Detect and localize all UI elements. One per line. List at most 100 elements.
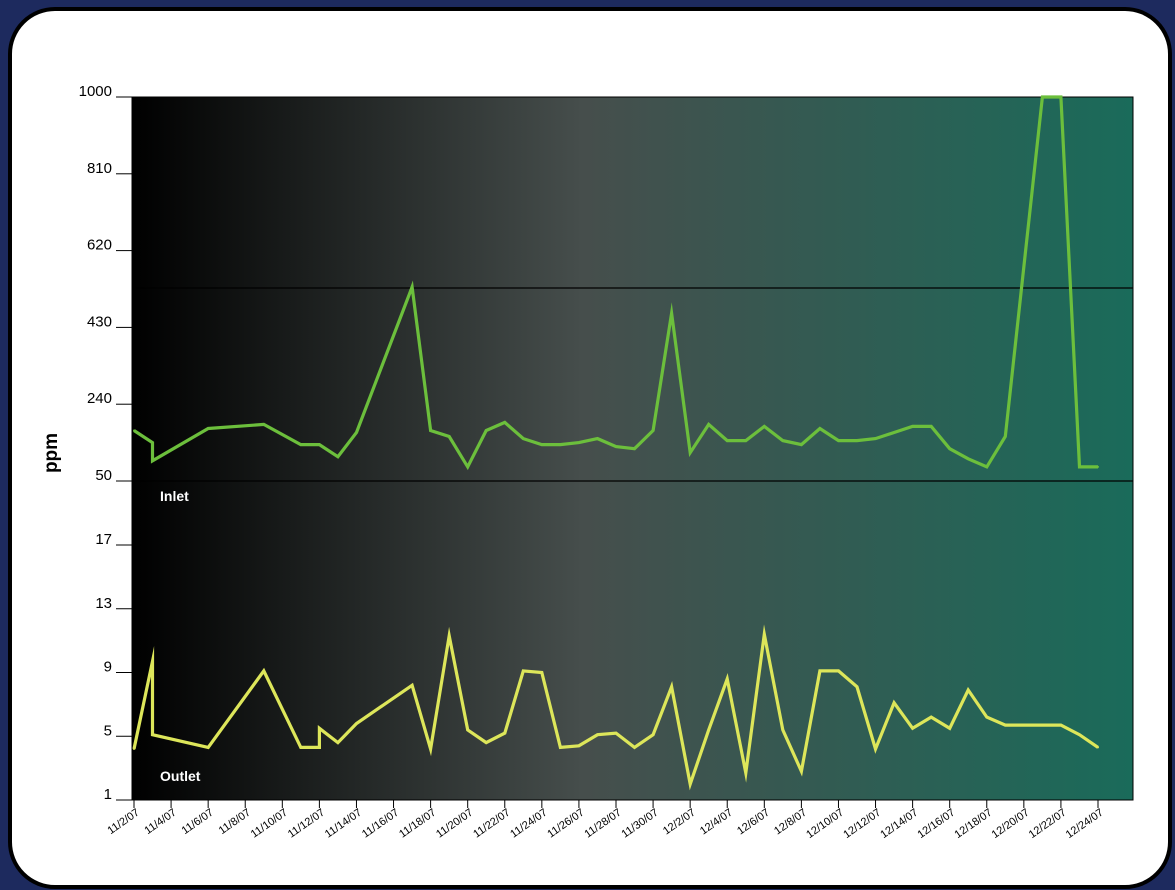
inlet-data-point (1097, 465, 1099, 468)
y-tick-label: 430 (87, 313, 112, 330)
inlet-data-point (818, 427, 821, 430)
inlet-data-point (726, 439, 729, 442)
inlet-data-point (540, 443, 543, 446)
inlet-data-point (874, 437, 877, 440)
y-tick-label: 5 (104, 722, 112, 739)
outlet-data-point (355, 722, 358, 725)
outlet-data-point (874, 748, 877, 750)
inlet-data-point (911, 425, 914, 428)
inlet-data-point (448, 435, 451, 438)
y-tick-label: 810 (87, 160, 112, 177)
outlet-data-point (967, 689, 970, 691)
outlet-data-point (559, 746, 562, 749)
outlet-data-point (207, 746, 210, 749)
y-tick-label: 13 (95, 595, 112, 612)
outlet-data-point (726, 677, 729, 680)
inlet-data-point (744, 439, 747, 442)
outlet-data-point (503, 732, 506, 735)
inlet-data-point (151, 441, 154, 444)
outlet-data-point (818, 669, 821, 672)
y-tick-label: 1000 (79, 83, 112, 100)
inlet-data-point (429, 429, 432, 432)
outlet-data-point (930, 716, 933, 719)
series (132, 95, 1099, 791)
y-tick-label: 1 (104, 786, 112, 803)
inlet-data-point (930, 425, 933, 428)
outlet-data-point (633, 746, 636, 749)
inlet-data-point (985, 465, 988, 468)
outlet-data-point (336, 741, 339, 744)
y-tick-label: 17 (95, 531, 112, 548)
inlet-data-point (1078, 465, 1081, 468)
outlet-data-point (837, 669, 840, 672)
inlet-data-point (652, 429, 655, 432)
inlet-data-point (577, 441, 580, 444)
outlet-series-line (132, 624, 1099, 791)
outlet-data-point (411, 684, 414, 687)
y-axis: 1000 810 620 430 240 50 17 13 9 5 1 (79, 83, 132, 803)
inlet-data-point (466, 465, 469, 468)
inlet-data-point (559, 443, 562, 446)
outlet-data-point (522, 669, 525, 672)
inlet-data-point (670, 312, 673, 315)
inlet-data-point (1004, 435, 1007, 438)
outlet-data-point (466, 728, 469, 731)
inlet-data-point (336, 455, 339, 458)
outlet-data-point (485, 741, 488, 744)
inlet-data-point (967, 457, 970, 460)
inlet-data-point (207, 427, 210, 430)
outlet-data-point (1097, 746, 1099, 749)
outlet-data-point (318, 727, 321, 730)
inlet-panel-label: Inlet (160, 488, 189, 504)
outlet-data-point (911, 727, 914, 730)
outlet-data-point (985, 716, 988, 719)
inlet-data-point (503, 421, 506, 424)
outlet-data-point (707, 728, 710, 731)
outlet-data-point (133, 748, 135, 750)
inlet-data-point (948, 447, 951, 450)
outlet-data-point (596, 733, 599, 736)
outlet-data-point (856, 685, 858, 688)
outlet-data-point (800, 770, 803, 773)
outlet-data-point (781, 728, 784, 731)
inlet-data-point (262, 423, 265, 426)
outlet-data-point (1078, 733, 1081, 736)
outlet-data-point (151, 733, 154, 736)
outlet-data-point (151, 660, 154, 663)
y-tick-label: 240 (87, 390, 112, 407)
outlet-data-point (318, 746, 321, 749)
y-tick-label: 50 (95, 467, 112, 484)
inlet-data-point (522, 437, 525, 440)
outlet-data-point (744, 771, 747, 774)
inlet-data-point (411, 286, 414, 288)
outlet-data-point (1004, 724, 1007, 727)
outlet-data-point (429, 748, 432, 750)
inlet-data-point (355, 431, 358, 434)
outlet-data-point (262, 669, 265, 672)
inlet-data-point (763, 425, 766, 428)
outlet-data-point (577, 744, 580, 747)
y-tick-label: 9 (104, 659, 112, 676)
inlet-data-point (856, 439, 858, 442)
inlet-data-point (485, 429, 488, 432)
y-axis-label: ppm (41, 433, 62, 473)
outlet-data-point (1059, 724, 1062, 727)
outlet-data-point (893, 701, 896, 704)
outlet-data-point (299, 746, 302, 749)
outlet-data-point (948, 727, 951, 730)
inlet-data-point (615, 445, 617, 448)
outlet-data-point (615, 732, 617, 735)
inlet-data-point (299, 443, 302, 446)
outlet-data-point (540, 671, 543, 674)
outlet-data-point (652, 733, 655, 736)
inlet-data-point (1059, 96, 1062, 98)
inlet-data-point (837, 439, 840, 442)
outlet-data-point (448, 634, 451, 637)
inlet-data-point (800, 443, 803, 446)
outlet-data-point (689, 783, 692, 786)
inlet-series-line (133, 95, 1098, 471)
inlet-data-point (151, 459, 154, 462)
inlet-data-point (596, 437, 599, 440)
outlet-panel-label: Outlet (160, 768, 201, 784)
inlet-data-point (633, 447, 636, 450)
